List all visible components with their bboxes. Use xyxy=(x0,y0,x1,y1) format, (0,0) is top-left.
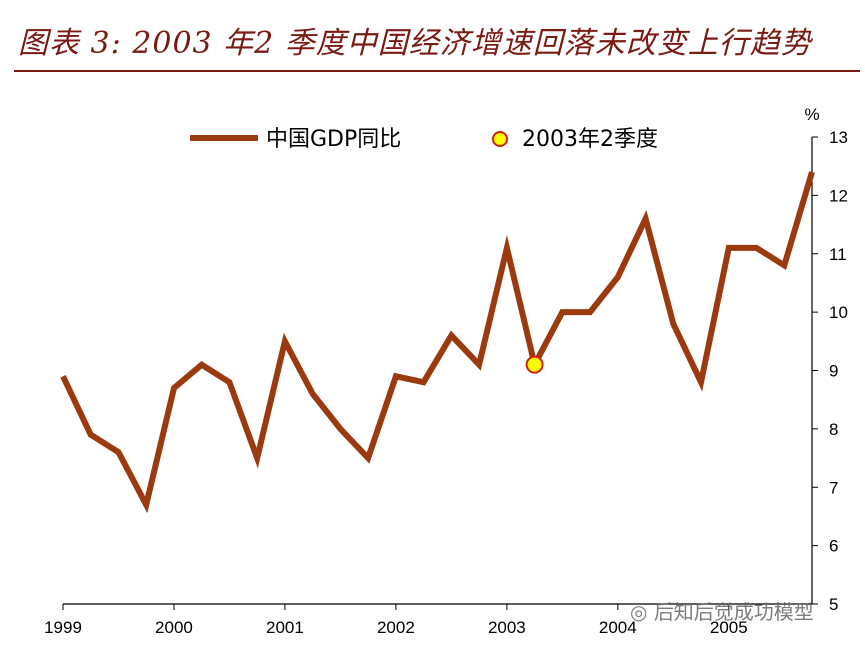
x-tick-label: 2002 xyxy=(377,618,415,637)
watermark-text: 后知后觉成功模型 xyxy=(653,600,814,624)
x-tick-label: 2004 xyxy=(599,618,637,637)
legend-label-highlight: 2003年2季度 xyxy=(522,127,658,152)
y-tick-label: 5 xyxy=(829,595,838,614)
y-tick-label: 13 xyxy=(829,128,848,147)
series-layer xyxy=(60,171,815,514)
y-axis-unit-label: % xyxy=(804,105,819,124)
x-tick-label: 2001 xyxy=(266,618,304,637)
y-tick-label: 7 xyxy=(829,478,838,497)
y-tick-label: 10 xyxy=(829,303,848,322)
legend-label-gdp: 中国GDP同比 xyxy=(266,127,401,152)
y-tick-label: 11 xyxy=(829,245,847,264)
chart-legend: 中国GDP同比 2003年2季度 xyxy=(190,127,658,152)
wechat-icon: ◎ xyxy=(630,600,648,624)
title-divider xyxy=(14,70,860,72)
chart-title: 图表 3: 2003 年2 季度中国经济增速回落未改变上行趋势 xyxy=(18,26,812,61)
highlight-marker-2003q2 xyxy=(525,355,544,374)
watermark: ◎ 后知后觉成功模型 xyxy=(630,596,814,625)
y-tick-label: 9 xyxy=(829,362,838,381)
y-tick-label: 8 xyxy=(829,420,838,439)
x-tick-label: 2000 xyxy=(155,618,193,637)
legend-marker-swatch xyxy=(492,131,508,147)
y-tick-label: 6 xyxy=(829,537,838,556)
x-tick-label: 2005 xyxy=(710,618,748,637)
x-tick-label: 2003 xyxy=(488,618,526,637)
y-tick-label: 12 xyxy=(829,186,848,205)
chart-axes: 1999 2000 2001 2002 2003 2004 2005 5 6 7 8 9 10 11 12 1… xyxy=(44,105,848,637)
series-line-gdp xyxy=(60,171,815,514)
x-tick-label: 1999 xyxy=(44,618,82,637)
